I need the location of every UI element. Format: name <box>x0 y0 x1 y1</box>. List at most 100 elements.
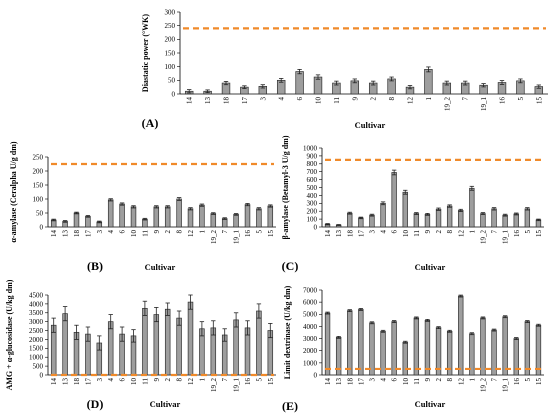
x-tick-label: 19_2 <box>210 230 218 245</box>
x-tick-label: 18 <box>346 378 354 386</box>
bar <box>424 214 431 228</box>
y-tick-label: 800 <box>307 160 318 168</box>
x-tick-label: 9 <box>153 230 161 234</box>
y-tick-label: 1500 <box>29 345 44 353</box>
x-tick-label: 11 <box>333 97 341 104</box>
x-tick-label: 19_2 <box>479 378 487 393</box>
bar <box>142 307 148 376</box>
x-axis-title: Cultivar <box>415 399 446 409</box>
x-tick-label: 16 <box>499 97 507 105</box>
x-tick-label: 16 <box>513 378 521 386</box>
x-tick-label: 16 <box>244 378 252 386</box>
bar <box>524 321 531 376</box>
x-tick-label: 7 <box>491 378 499 382</box>
x-tick-label: 1 <box>425 97 433 101</box>
x-tick-label: 6 <box>296 97 304 101</box>
x-tick-label: 17 <box>84 230 92 238</box>
x-tick-label: 15 <box>535 97 543 105</box>
bar <box>233 319 239 376</box>
x-tick-label: 10 <box>402 378 410 386</box>
bar <box>524 208 531 228</box>
x-tick-label: 7 <box>462 97 470 101</box>
y-tick-label: 300 <box>165 8 176 16</box>
x-tick-label: 18 <box>73 378 81 386</box>
x-tick-label: 8 <box>176 378 184 382</box>
y-tick-label: 100 <box>33 195 44 203</box>
x-tick-label: 6 <box>119 230 127 234</box>
y-tick-label: 500 <box>307 184 318 192</box>
x-tick-label: 19_1 <box>502 230 510 245</box>
x-tick-label: 18 <box>73 230 81 238</box>
x-tick-label: 19_2 <box>443 97 451 112</box>
y-tick-label: 2000 <box>303 347 318 355</box>
bar <box>73 212 80 228</box>
x-tick-label: 6 <box>119 378 127 382</box>
y-tick-label: 900 <box>307 152 318 160</box>
x-tick-label: 19_2 <box>210 378 218 393</box>
bar <box>244 204 251 228</box>
x-tick-label: 5 <box>255 378 263 382</box>
panel-letter: (C) <box>282 259 299 273</box>
x-tick-label: 19_1 <box>502 378 510 393</box>
x-tick-label: 5 <box>517 97 525 101</box>
y-tick-label: 100 <box>165 63 176 71</box>
x-tick-label: 14 <box>324 230 332 238</box>
y-tick-label: 700 <box>307 168 318 176</box>
x-tick-label: 11 <box>141 378 149 385</box>
bar <box>107 199 114 228</box>
bar <box>164 308 171 376</box>
x-tick-label: 3 <box>259 97 267 101</box>
panel-letter: (A) <box>142 116 159 130</box>
bar <box>480 317 486 376</box>
bar <box>233 214 239 228</box>
x-tick-label: 19_2 <box>479 230 487 245</box>
x-tick-label: 2 <box>164 378 172 382</box>
bar <box>469 187 475 228</box>
bar <box>491 208 497 228</box>
x-tick-label: 1 <box>468 378 476 382</box>
x-tick-label: 9 <box>424 378 432 382</box>
x-tick-label: 12 <box>457 378 465 386</box>
bar <box>85 216 91 228</box>
y-tick-label: 0 <box>172 90 176 98</box>
x-tick-label: 7 <box>221 230 229 234</box>
x-tick-label: 7 <box>221 378 229 382</box>
x-tick-label: 13 <box>62 378 70 386</box>
x-tick-label: 1 <box>468 230 476 234</box>
x-tick-label: 10 <box>130 230 138 238</box>
bar <box>402 341 408 376</box>
bar <box>119 203 125 228</box>
x-tick-label: 4 <box>278 97 286 101</box>
x-tick-label: 3 <box>368 378 376 382</box>
y-tick-label: 3000 <box>303 335 318 343</box>
x-tick-label: 3 <box>368 230 376 234</box>
x-tick-label: 8 <box>446 378 454 382</box>
bar <box>502 316 508 376</box>
x-tick-label: 4 <box>380 230 388 234</box>
y-axis-title: Diastatic power (°WK) <box>141 14 150 92</box>
panel-letter: (E) <box>282 399 298 413</box>
y-tick-label: 0 <box>314 371 318 379</box>
y-tick-label: 3500 <box>29 309 44 317</box>
x-tick-label: 13 <box>62 230 70 238</box>
bar <box>480 213 486 228</box>
bar <box>435 208 442 228</box>
bar <box>535 324 542 376</box>
bar <box>256 208 262 228</box>
y-tick-label: 500 <box>33 363 44 371</box>
y-tick-label: 600 <box>307 176 318 184</box>
x-tick-label: 4 <box>107 378 115 382</box>
y-tick-label: 4500 <box>29 291 44 299</box>
x-tick-label: 19_1 <box>233 230 241 245</box>
bar <box>458 210 464 228</box>
x-tick-label: 14 <box>186 97 194 105</box>
y-tick-label: 200 <box>165 36 176 44</box>
y-tick-label: 200 <box>33 167 44 175</box>
bar <box>62 313 68 376</box>
y-tick-label: 50 <box>36 209 44 217</box>
x-tick-label: 4 <box>107 230 115 234</box>
bar <box>513 213 519 228</box>
bar <box>187 208 194 228</box>
bar <box>446 205 453 228</box>
